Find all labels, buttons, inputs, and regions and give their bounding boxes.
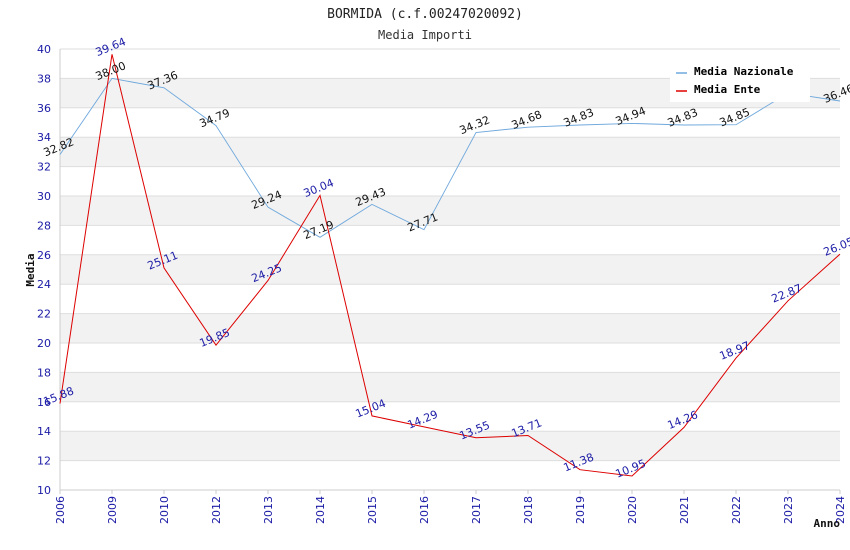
- plot-band: [60, 313, 840, 343]
- plot-band: [60, 225, 840, 255]
- y-tick-label: 30: [37, 190, 51, 203]
- x-tick-label: 2013: [262, 496, 275, 524]
- y-tick-label: 36: [37, 102, 51, 115]
- legend-box: [670, 60, 810, 102]
- x-tick-label: 2018: [522, 496, 535, 524]
- y-tick-label: 38: [37, 72, 51, 85]
- series-line-media-ente: [59, 54, 841, 477]
- y-tick-label: 14: [37, 425, 51, 438]
- legend-label-media-ente: Media Ente: [694, 83, 761, 96]
- y-tick-label: 40: [37, 43, 51, 56]
- y-tick-label: 20: [37, 337, 51, 350]
- x-tick-label: 2020: [626, 496, 639, 524]
- legend-label-media-nazionale: Media Nazionale: [694, 65, 794, 78]
- plot-band: [60, 196, 840, 226]
- chart-subtitle: Media Importi: [378, 28, 472, 42]
- x-tick-label: 2009: [106, 496, 119, 524]
- y-tick-label: 16: [37, 396, 51, 409]
- x-axis-label: Anno: [814, 517, 841, 530]
- x-tick-label: 2016: [418, 496, 431, 524]
- plot-band: [60, 372, 840, 402]
- plot-band: [60, 254, 840, 285]
- series-lines: [59, 54, 841, 477]
- y-tick-label: 26: [37, 249, 51, 262]
- plot-band: [60, 137, 840, 167]
- plot-band: [60, 284, 840, 314]
- plot-band: [60, 431, 840, 461]
- y-ticks: 10 12 14 16 18 20 22 24 26 28 30 32 34 36 38 40: [37, 43, 51, 497]
- x-tick-label: 2019: [574, 496, 587, 524]
- plot-band: [60, 107, 840, 138]
- x-tick-label: 2022: [730, 496, 743, 524]
- x-tick-label: 2010: [158, 496, 171, 524]
- x-tick-label: 2006: [54, 496, 67, 524]
- plot-band: [60, 460, 840, 490]
- x-ticks: 2006 2009 2010 2012 2013 2014 2015 2016 2017 2018…: [54, 490, 847, 524]
- y-tick-label: 12: [37, 455, 51, 468]
- y-tick-label: 18: [37, 366, 51, 379]
- x-tick-label: 2024: [834, 496, 847, 524]
- y-axis-label: Media: [24, 253, 37, 286]
- legend: Media Nazionale Media Ente: [670, 60, 810, 102]
- y-tick-label: 34: [37, 131, 51, 144]
- y-tick-label: 22: [37, 308, 51, 321]
- x-tick-label: 2014: [314, 496, 327, 524]
- x-tick-label: 2012: [210, 496, 223, 524]
- y-tick-label: 28: [37, 219, 51, 232]
- y-tick-label: 10: [37, 484, 51, 497]
- x-tick-label: 2017: [470, 496, 483, 524]
- plot-bands: [60, 49, 840, 490]
- chart-title: BORMIDA (c.f.00247020092): [327, 7, 523, 22]
- x-tick-label: 2023: [782, 496, 795, 524]
- plot-band: [60, 343, 840, 373]
- x-tick-label: 2015: [366, 496, 379, 524]
- plot-band: [60, 401, 840, 432]
- series-line-media-nazionale: [59, 77, 841, 238]
- y-tick-label: 32: [37, 161, 51, 174]
- x-tick-label: 2021: [678, 496, 691, 524]
- y-tick-label: 24: [37, 278, 51, 291]
